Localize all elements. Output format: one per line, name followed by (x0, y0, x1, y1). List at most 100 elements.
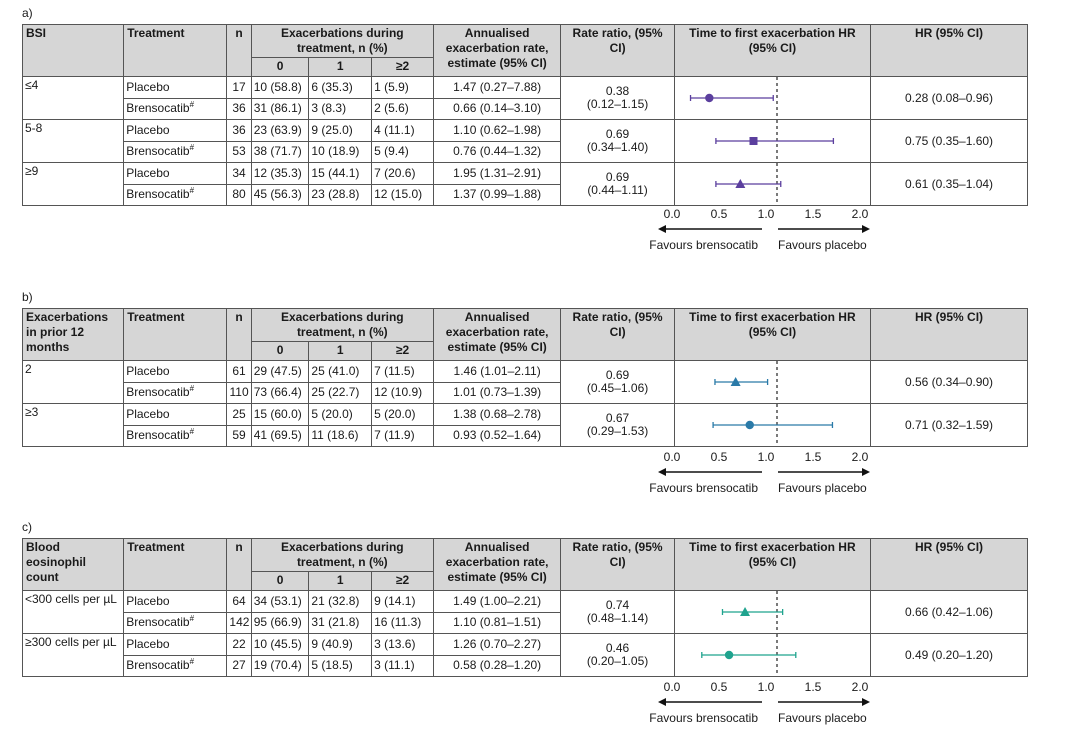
subgroup-label: ≥300 cells per µL (21, 633, 125, 677)
hr-point-triangle (730, 377, 741, 386)
n-cell: 142 (226, 611, 252, 634)
exac-0-cell: 10 (45.5) (250, 633, 310, 656)
forest-plot-cell (673, 162, 872, 206)
annualised-rate-cell: 0.93 (0.52–1.64) (432, 424, 562, 447)
hr-cell: 0.61 (0.35–1.04) (870, 162, 1028, 206)
exac-0-cell: 19 (70.4) (250, 654, 310, 677)
rate-ratio-ci: (0.48–1.14) (586, 611, 649, 625)
hr-point-triangle (735, 179, 746, 188)
subgroup-label: ≥9 (21, 162, 125, 206)
hr-header: HR (95% CI) (870, 24, 1028, 77)
n-cell: 25 (226, 403, 252, 426)
treatment-header: Treatment (123, 538, 228, 591)
treatment-name: Brensocatib (126, 385, 190, 400)
favours-brensocatib-label: Favours brensocatib (649, 238, 758, 252)
table-row: Brensocatib# 142 95 (66.9) 31 (21.8) 16 (11.… (23, 611, 1028, 634)
header-row: BSI Treatment n Exacerbations during treatm… (21, 24, 1028, 77)
panel-label: c) (22, 520, 32, 534)
annualised-rate-cell: 1.26 (0.70–2.27) (432, 633, 562, 656)
header-row: Blood eosinophil count Treatment n Exacerba… (21, 538, 1028, 591)
group-header: Exacerbations in prior 12 months (21, 308, 125, 361)
forest-plot-cell (673, 590, 872, 634)
hr-header: HR (95% CI) (870, 308, 1028, 361)
annualised-rate-cell: 0.58 (0.28–1.20) (432, 654, 562, 677)
forest-plot-mark (714, 120, 834, 162)
exac-2-cell: 7 (11.5) (371, 360, 434, 383)
exac-2-cell: 4 (11.1) (371, 119, 434, 142)
treatment-cell: Placebo (123, 590, 228, 613)
hr-cell: 0.28 (0.08–0.96) (870, 76, 1028, 120)
forest-table: BSI Treatment n Exacerbations during treatm… (21, 24, 1028, 206)
n-header: n (226, 24, 252, 77)
hr-cell: 0.75 (0.35–1.60) (870, 119, 1028, 163)
table-row: ≤4 Placebo 17 10 (58.8) 6 (35.3) 1 (5.9) 1.47 … (21, 76, 1028, 120)
x-tick-label: 0.0 (664, 207, 681, 221)
forest-plot-mark (689, 77, 778, 119)
treatment-name: Placebo (126, 406, 170, 421)
n-cell: 36 (226, 97, 252, 120)
hr-point-circle (724, 650, 733, 660)
treatment-name: Brensocatib (126, 615, 190, 630)
favours-placebo-label: Favours placebo (778, 238, 867, 252)
treatment-cell: Brensocatib# (123, 381, 228, 404)
exac-0-cell: 95 (66.9) (250, 611, 310, 634)
favours-placebo-label: Favours placebo (778, 481, 867, 495)
forest-plot-cell (673, 633, 872, 677)
hr-point-circle (745, 420, 754, 430)
table-row: <300 cells per µL Placebo 64 34 (53.1) 21 (3… (21, 590, 1028, 634)
rate-ratio-ci: (0.29–1.53) (586, 424, 649, 438)
annualised-rate-cell: 0.66 (0.14–3.10) (432, 97, 562, 120)
x-axis: 0.0 0.5 1.0 1.5 2.0 Favours brensocatib Favour… (649, 680, 870, 725)
favours-placebo-label: Favours placebo (778, 711, 867, 725)
table-row: Brensocatib# 110 73 (66.4) 25 (22.7) 12 (10.… (23, 381, 1028, 404)
treatment-cell: Brensocatib# (123, 183, 228, 206)
forest-plot-mark (714, 163, 782, 205)
exac-0-cell: 23 (63.9) (250, 119, 310, 142)
treatment-header: Treatment (123, 24, 228, 77)
annualised-rate-cell: 1.37 (0.99–1.88) (432, 183, 562, 206)
forest-plot-mark (712, 404, 833, 446)
x-axis: 0.0 0.5 1.0 1.5 2.0 Favours brensocatib Favour… (649, 207, 870, 252)
x-tick-label: 0.0 (664, 450, 681, 464)
arrowhead-right (862, 225, 870, 233)
treatment-name: Brensocatib (126, 658, 190, 673)
exac-2-cell: 3 (13.6) (371, 633, 434, 656)
x-tick-label: 0.5 (711, 207, 728, 221)
exac-2-cell: 5 (9.4) (371, 140, 434, 163)
exac-1-header: 1 (308, 341, 373, 361)
exacerbations-header: Exacerbations during treatment, n (%) (250, 538, 434, 572)
rate-ratio-cell: 0.74 (0.48–1.14) (560, 590, 675, 634)
exac-2-header: ≥2 (371, 57, 434, 77)
panel-label: b) (22, 290, 33, 304)
x-tick-label: 1.5 (805, 207, 822, 221)
x-tick-label: 2.0 (852, 680, 869, 694)
rate-ratio-cell: 0.46 (0.20–1.05) (560, 633, 675, 677)
rate-ratio-value: 0.69 (605, 368, 630, 382)
x-tick-label: 0.5 (711, 680, 728, 694)
footnote-mark: # (189, 186, 195, 196)
rate-ratio-cell: 0.69 (0.34–1.40) (560, 119, 675, 163)
exac-0-cell: 38 (71.7) (250, 140, 310, 163)
exac-2-header: ≥2 (371, 341, 434, 361)
rate-ratio-value: 0.69 (605, 170, 630, 184)
forest-table: Blood eosinophil count Treatment n Exacerba… (21, 538, 1028, 677)
forest-plot-cell (673, 119, 872, 163)
exac-0-cell: 73 (66.4) (250, 381, 310, 404)
exac-2-cell: 3 (11.1) (371, 654, 434, 677)
exac-1-header: 1 (308, 571, 373, 591)
exac-0-header: 0 (250, 341, 310, 361)
x-tick-label: 1.5 (805, 680, 822, 694)
treatment-cell: Brensocatib# (123, 97, 228, 120)
exac-1-cell: 5 (18.5) (308, 654, 373, 677)
hr-cell: 0.49 (0.20–1.20) (870, 633, 1028, 677)
treatment-cell: Brensocatib# (123, 654, 228, 677)
n-cell: 27 (226, 654, 252, 677)
annualised-rate-header: Annualised exacerbation rate, estimate (… (432, 308, 562, 361)
annualised-rate-cell: 1.38 (0.68–2.78) (432, 403, 562, 426)
forest-plot-mark (714, 361, 778, 403)
subheader-row: 0 1 ≥2 (23, 341, 1028, 361)
rate-ratio-ci: (0.34–1.40) (586, 140, 649, 154)
exac-0-cell: 10 (58.8) (250, 76, 310, 99)
treatment-cell: Placebo (123, 76, 228, 99)
treatment-name: Placebo (126, 636, 170, 651)
